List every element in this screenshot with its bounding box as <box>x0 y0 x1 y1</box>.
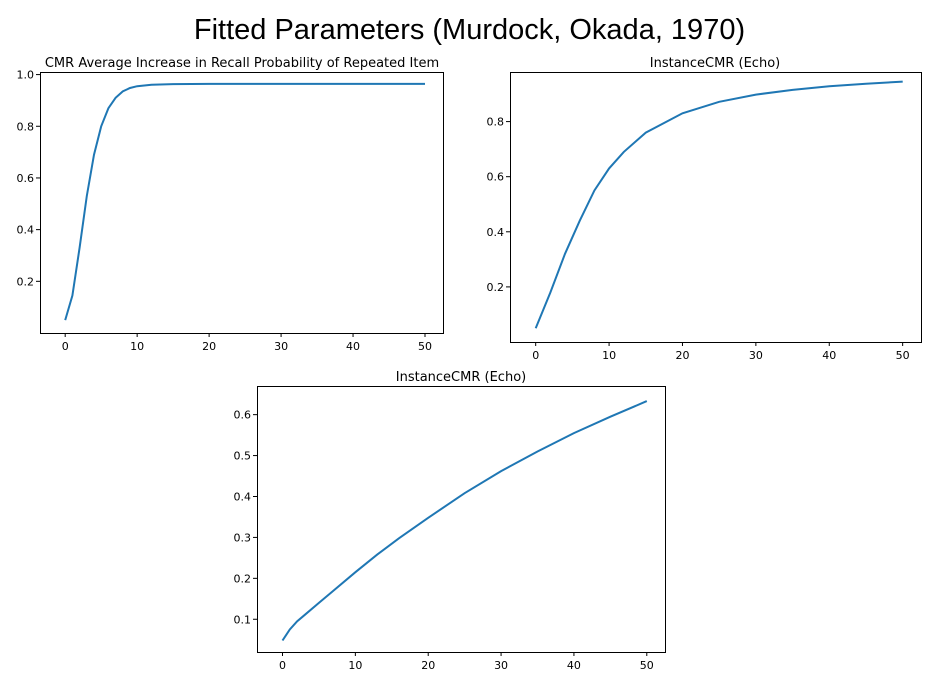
panel-3-xtick-label: 30 <box>494 659 508 672</box>
panel-1-xtick-label: 20 <box>202 340 216 353</box>
panel-3-axes-frame <box>257 386 666 653</box>
panel-3-ytick-label: 0.3 <box>234 531 252 544</box>
panel-1-series-line <box>64 82 425 321</box>
panel-2-axes-frame <box>510 72 922 343</box>
panel-1-ytick-label: 0.4 <box>17 224 35 237</box>
panel-3-title: InstanceCMR (Echo) <box>396 370 526 385</box>
panel-1-ytick-label: 0.8 <box>17 120 35 133</box>
panel-1-xtick-label: 10 <box>130 340 144 353</box>
panel-1-xtick-label: 40 <box>346 340 360 353</box>
panel-2-xtick-label: 0 <box>532 349 539 362</box>
panel-3-series-line <box>281 400 648 642</box>
panel-3-ytick-label: 0.2 <box>234 572 252 585</box>
panel-3-xtick-label: 0 <box>279 659 286 672</box>
panel-3-ytick-label: 0.1 <box>234 613 252 626</box>
panel-1-xtick-label: 30 <box>274 340 288 353</box>
panel-2-ytick-label: 0.8 <box>487 116 505 129</box>
panel-2-xtick-label: 20 <box>675 349 689 362</box>
panel-1-title: CMR Average Increase in Recall Probabili… <box>45 56 439 71</box>
figure-title: Fitted Parameters (Murdock, Okada, 1970) <box>193 14 746 46</box>
panel-2-xtick-label: 50 <box>896 349 910 362</box>
panel-2-xtick-label: 10 <box>602 349 616 362</box>
panel-2-xtick-label: 40 <box>822 349 836 362</box>
panel-2-title: InstanceCMR (Echo) <box>650 56 780 71</box>
panel-1-xtick-label: 0 <box>62 340 69 353</box>
panel-3-xtick-label: 20 <box>421 659 435 672</box>
panel-1-ytick-label: 0.2 <box>17 275 35 288</box>
panel-1-axes-frame <box>40 72 444 334</box>
panel-3-xtick-label: 50 <box>640 659 654 672</box>
panel-3-ytick-label: 0.6 <box>234 409 252 422</box>
panel-3-ytick-label: 0.4 <box>234 490 252 503</box>
panel-1-ytick-label: 0.6 <box>17 172 35 185</box>
panel-2-xtick-label: 30 <box>749 349 763 362</box>
panel-3-xtick-label: 40 <box>567 659 581 672</box>
panel-2-ytick-label: 0.2 <box>487 281 505 294</box>
panel-2-ytick-label: 0.6 <box>487 171 505 184</box>
panel-3-xtick-label: 10 <box>348 659 362 672</box>
panel-1-ytick-label: 1.0 <box>17 69 35 82</box>
panel-2-ytick-label: 0.4 <box>487 226 505 239</box>
panel-1-xtick-label: 50 <box>418 340 432 353</box>
panel-3-ytick-label: 0.5 <box>234 450 252 463</box>
panel-2-series-line <box>534 80 903 329</box>
